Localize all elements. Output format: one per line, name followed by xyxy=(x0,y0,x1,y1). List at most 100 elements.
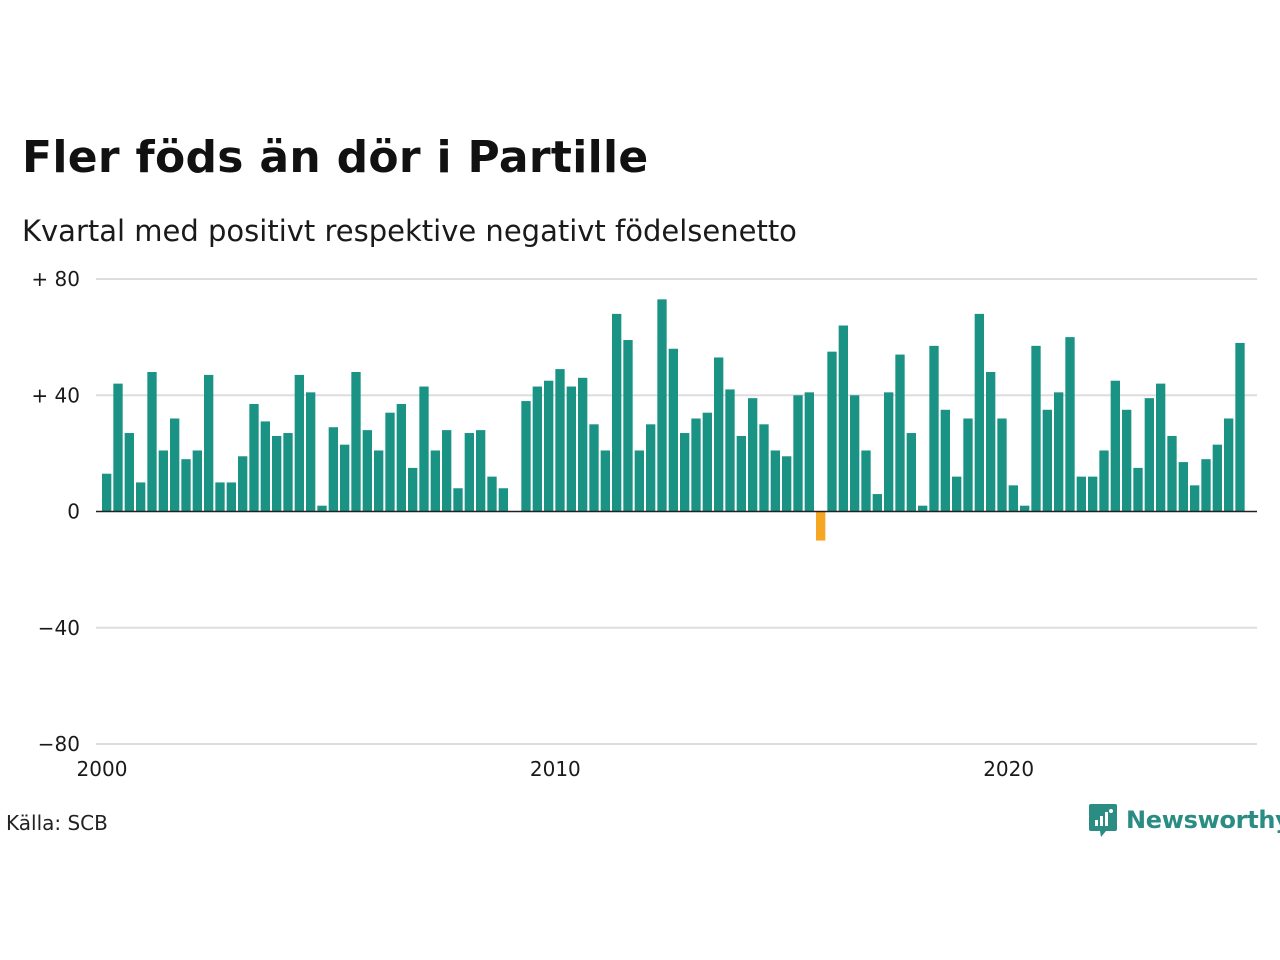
bar-positive xyxy=(1190,485,1200,512)
bar-positive xyxy=(770,450,780,512)
bar-positive xyxy=(396,403,406,512)
bar-positive xyxy=(1235,342,1245,512)
bar-positive xyxy=(498,488,508,512)
bar-positive xyxy=(170,418,180,512)
bar-positive xyxy=(204,374,214,512)
bar-positive xyxy=(1133,467,1143,512)
bar-positive xyxy=(1008,485,1018,512)
bar-positive xyxy=(1099,450,1109,512)
bar-positive xyxy=(328,427,338,512)
bar-positive xyxy=(294,374,304,512)
bar-positive xyxy=(1144,398,1154,512)
bar-positive xyxy=(578,377,588,512)
bar-positive xyxy=(997,418,1007,512)
bar-positive xyxy=(612,313,622,512)
bar-positive xyxy=(1178,462,1188,512)
bar-positive xyxy=(124,433,134,512)
bar-positive xyxy=(1122,409,1132,512)
bar-positive xyxy=(884,392,894,512)
bar-positive xyxy=(249,403,259,512)
bar-positive xyxy=(238,456,248,512)
bar-positive xyxy=(362,430,372,512)
bar-positive xyxy=(147,372,157,512)
bar-positive xyxy=(963,418,973,512)
bar-positive xyxy=(102,473,112,512)
brand-logo[interactable]: Newsworthy xyxy=(1088,802,1280,838)
bar-positive xyxy=(929,345,939,512)
bar-positive xyxy=(646,424,656,512)
y-tick-label: + 40 xyxy=(31,383,80,407)
bar-positive xyxy=(521,401,531,512)
bar-positive xyxy=(1224,418,1234,512)
bar-positive xyxy=(532,386,542,512)
bar-positive xyxy=(759,424,769,512)
grid-lines xyxy=(96,278,1257,745)
bar-positive xyxy=(442,430,452,512)
bar-positive xyxy=(986,372,996,512)
chart-subtitle: Kvartal med positivt respektive negativt… xyxy=(22,214,797,248)
bar-positive xyxy=(861,450,871,512)
bar-positive xyxy=(838,325,848,512)
y-tick-label: −80 xyxy=(38,732,80,756)
x-tick-label: 2000 xyxy=(77,757,128,781)
bar-positive xyxy=(260,421,270,512)
bar-positive xyxy=(895,354,905,512)
bar-positive xyxy=(419,386,429,512)
bar-positive xyxy=(555,369,565,512)
bar-positive xyxy=(952,476,962,512)
bar-positive xyxy=(736,435,746,512)
bar-positive xyxy=(306,392,316,512)
bar-negative xyxy=(816,511,826,541)
bar-positive xyxy=(725,389,735,512)
bar-positive xyxy=(940,409,950,512)
bar-positive xyxy=(136,482,146,512)
bar-positive xyxy=(702,412,712,512)
bar-positive xyxy=(476,430,486,512)
bar-positive xyxy=(634,450,644,512)
bar-positive xyxy=(782,456,792,512)
bar-positive xyxy=(1042,409,1052,512)
y-tick-label: 0 xyxy=(67,500,80,524)
bar-positive xyxy=(385,412,395,512)
bar-positive xyxy=(464,433,474,512)
bar-positive xyxy=(1054,392,1064,512)
bar-positive xyxy=(374,450,384,512)
bar-positive xyxy=(283,433,293,512)
bar-positive xyxy=(1212,444,1222,512)
bar-positive xyxy=(804,392,814,512)
bar-positive xyxy=(623,340,633,512)
bar-positive xyxy=(600,450,610,512)
bar-positive xyxy=(691,418,701,512)
bar-positive xyxy=(487,476,497,512)
bar-positive xyxy=(113,383,123,512)
bar-positive xyxy=(1110,380,1120,512)
bar-positive xyxy=(158,450,168,512)
bars xyxy=(102,299,1245,541)
bar-positive xyxy=(453,488,463,512)
bar-positive xyxy=(657,299,667,512)
bar-positive xyxy=(408,467,418,512)
bar-positive xyxy=(850,395,860,512)
bar-positive xyxy=(589,424,599,512)
bar-positive xyxy=(1167,435,1177,512)
bar-positive xyxy=(544,380,554,512)
x-tick-label: 2020 xyxy=(983,757,1034,781)
bar-positive xyxy=(918,505,928,512)
y-tick-label: + 80 xyxy=(31,267,80,291)
bar-positive xyxy=(192,450,202,512)
bar-positive xyxy=(226,482,236,512)
bar-positive xyxy=(793,395,803,512)
bar-positive xyxy=(872,494,882,512)
y-tick-label: −40 xyxy=(38,616,80,640)
bar-positive xyxy=(1201,459,1211,512)
bar-positive xyxy=(1088,476,1098,512)
bar-positive xyxy=(1020,505,1030,512)
bar-positive xyxy=(272,435,282,512)
bar-positive xyxy=(340,444,350,512)
bar-positive xyxy=(1156,383,1166,512)
bar-positive xyxy=(668,348,678,512)
bar-positive xyxy=(566,386,576,512)
bar-positive xyxy=(680,433,690,512)
